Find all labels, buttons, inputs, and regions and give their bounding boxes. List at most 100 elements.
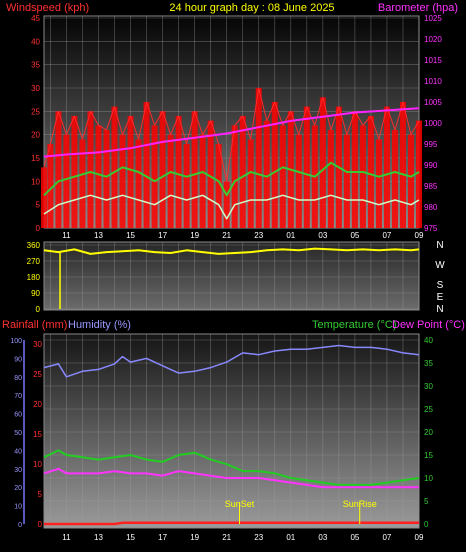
barometer-line — [43, 107, 420, 158]
humidity-tick-label: 20 — [14, 485, 22, 492]
direction-tick-label: 180 — [27, 273, 41, 282]
hour-tick-label: 17 — [158, 533, 167, 542]
barometer-tick-label: 1015 — [424, 56, 442, 65]
hour-tick-label: 23 — [254, 533, 263, 542]
hour-tick-label: 21 — [222, 533, 231, 542]
temperature-tick-label: 25 — [424, 405, 433, 414]
windspeed-axis-title: Windspeed (kph) — [6, 2, 89, 14]
humidity-line — [43, 344, 420, 378]
rainfall-tick-label: 30 — [33, 340, 42, 349]
direction-tick-label: 360 — [27, 241, 41, 250]
dewpoint-line — [43, 467, 419, 489]
hour-tick-label: 23 — [254, 231, 263, 240]
rainfall-axis-title: Rainfall (mm) — [2, 319, 67, 331]
sun-marker-label: SunRise — [343, 499, 377, 509]
sun-markers: SunSet SunRise — [225, 499, 377, 524]
temperature-tick-label: 5 — [424, 497, 429, 506]
humidity-tick-label: 40 — [14, 448, 22, 455]
hour-tick-label: 13 — [94, 533, 103, 542]
barometer-tick-label: 1000 — [424, 119, 442, 128]
humidity-tick-label: 50 — [14, 430, 22, 437]
temperature-tick-label: 40 — [424, 336, 433, 345]
windspeed-tick-label: 20 — [31, 131, 40, 140]
windspeed-tick-label: 10 — [31, 177, 40, 186]
humidity-tick-label: 90 — [14, 356, 22, 363]
hour-tick-label: 07 — [382, 533, 391, 542]
hour-tick-label: 15 — [126, 533, 135, 542]
temperature-x-tick-labels: 11 13 15 17 19 21 23 01 03 05 07 09 — [62, 533, 424, 542]
compass-label: N — [436, 304, 443, 315]
wind-x-tick-labels: 11 13 15 17 19 21 23 01 03 05 07 09 — [62, 231, 424, 240]
temperature-tick-label: 15 — [424, 451, 433, 460]
barometer-tick-label: 980 — [424, 203, 438, 212]
hour-tick-label: 03 — [318, 231, 327, 240]
temperature-panel-series — [43, 344, 420, 526]
humidity-tick-label: 0 — [18, 522, 22, 529]
wind-average-line — [43, 161, 420, 197]
barometer-axis-title: Barometer (hpa) — [378, 2, 458, 14]
rainfall-tick-label: 0 — [38, 520, 43, 529]
barometer-tick-label: 995 — [424, 140, 438, 149]
barometer-tick-label: 1010 — [424, 77, 442, 86]
windspeed-tick-label: 30 — [31, 84, 40, 93]
windspeed-tick-labels: 0 5 10 15 20 25 30 35 40 45 — [31, 14, 40, 233]
hour-tick-label: 01 — [286, 533, 295, 542]
direction-panel-series — [43, 247, 420, 309]
compass-label: W — [435, 260, 445, 271]
hour-tick-label: 09 — [415, 533, 424, 542]
direction-tick-label: 270 — [27, 257, 41, 266]
humidity-tick-label: 60 — [14, 412, 22, 419]
chart-title: 24 hour graph day : 08 June 2025 — [169, 2, 334, 14]
hour-tick-label: 19 — [190, 533, 199, 542]
humidity-tick-label: 30 — [14, 467, 22, 474]
sun-marker-label: SunSet — [225, 499, 255, 509]
temperature-tick-label: 35 — [424, 359, 433, 368]
windspeed-tick-label: 40 — [31, 37, 40, 46]
humidity-axis-title: Humidity (%) — [68, 319, 131, 331]
rainfall-tick-label: 5 — [38, 490, 43, 499]
hour-tick-label: 01 — [286, 231, 295, 240]
barometer-tick-label: 1005 — [424, 98, 442, 107]
barometer-tick-label: 1025 — [424, 14, 442, 23]
temperature-panel-grid — [44, 334, 420, 528]
barometer-tick-label: 975 — [424, 224, 438, 233]
compass-label: E — [437, 292, 444, 303]
hour-tick-label: 15 — [126, 231, 135, 240]
windspeed-tick-label: 45 — [31, 14, 40, 23]
hour-tick-label: 11 — [62, 231, 71, 240]
direction-tick-label: 90 — [31, 289, 40, 298]
compass-label: S — [437, 280, 444, 291]
rainfall-tick-label: 15 — [33, 430, 42, 439]
hour-tick-label: 07 — [382, 231, 391, 240]
barometer-tick-label: 985 — [424, 182, 438, 191]
rainfall-tick-label: 20 — [33, 400, 42, 409]
hour-tick-label: 19 — [190, 231, 199, 240]
windspeed-tick-label: 0 — [36, 224, 41, 233]
rainfall-tick-label: 25 — [33, 370, 42, 379]
direction-panel-grid — [44, 242, 420, 310]
dewpoint-axis-title: Dew Point (°C) — [392, 319, 465, 331]
temperature-tick-label: 10 — [424, 474, 433, 483]
wind-gust-line — [43, 87, 420, 182]
rainfall-tick-label: 10 — [33, 460, 42, 469]
barometer-tick-label: 1020 — [424, 35, 442, 44]
compass-label: N — [436, 240, 443, 251]
temperature-line — [43, 449, 420, 486]
rainfall-line — [44, 521, 419, 526]
direction-tick-labels: 0 90 180 270 360 — [27, 241, 41, 314]
temperature-tick-label: 0 — [424, 520, 429, 529]
humidity-tick-label: 10 — [14, 504, 22, 511]
humidity-tick-labels: 0 10 20 30 40 50 60 70 80 90 100 — [10, 338, 25, 529]
hour-tick-label: 03 — [318, 533, 327, 542]
hour-tick-label: 13 — [94, 231, 103, 240]
temperature-tick-labels: 0 5 10 15 20 25 30 35 40 — [424, 336, 433, 529]
windspeed-tick-label: 15 — [31, 154, 40, 163]
temperature-tick-label: 20 — [424, 428, 433, 437]
barometer-tick-labels: 975 980 985 990 995 1000 1005 1010 1015 1020 1025 — [424, 14, 442, 233]
humidity-tick-label: 80 — [14, 375, 22, 382]
hour-tick-label: 05 — [350, 231, 359, 240]
direction-tick-label: 0 — [36, 305, 41, 314]
humidity-tick-label: 70 — [14, 393, 22, 400]
humidity-tick-label: 100 — [10, 338, 22, 345]
